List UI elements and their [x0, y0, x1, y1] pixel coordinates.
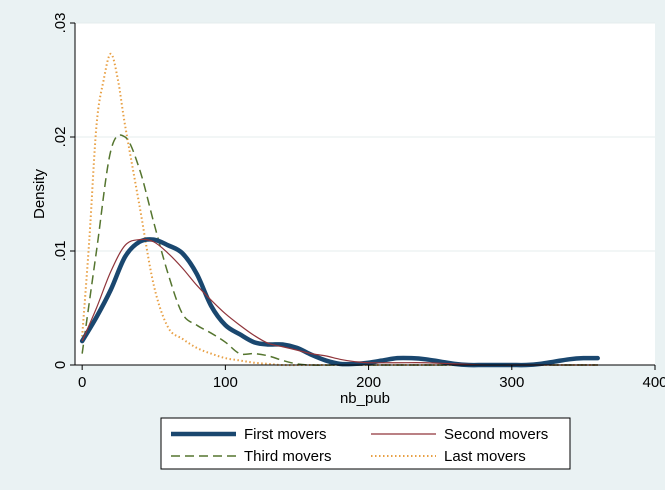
series-line-second-movers	[81, 238, 598, 366]
legend-label: First movers	[244, 426, 327, 443]
x-tick-label: 300	[499, 374, 524, 391]
legend-label: Second movers	[444, 426, 548, 443]
plot-area	[75, 23, 655, 365]
x-axis-ticks: 0 100 200 300 400	[78, 365, 665, 391]
y-tick-label: .03	[52, 13, 69, 34]
legend-label: Last movers	[444, 448, 526, 465]
x-tick-label: 400	[642, 374, 665, 391]
x-tick-label: 100	[213, 374, 238, 391]
legend: First movers Second movers Third movers Las…	[160, 417, 571, 470]
y-axis-ticks: 0 .01 .02 .03	[52, 13, 75, 369]
y-axis-title: Density	[31, 168, 48, 219]
y-tick-label: .02	[52, 127, 69, 148]
legend-box	[160, 417, 571, 470]
y-tick-label: 0	[52, 361, 69, 369]
x-axis-title: nb_pub	[340, 390, 390, 407]
legend-label: Third movers	[244, 448, 332, 465]
x-tick-label: 200	[356, 374, 381, 391]
y-tick-label: .01	[52, 241, 69, 262]
x-tick-label: 0	[78, 374, 86, 391]
